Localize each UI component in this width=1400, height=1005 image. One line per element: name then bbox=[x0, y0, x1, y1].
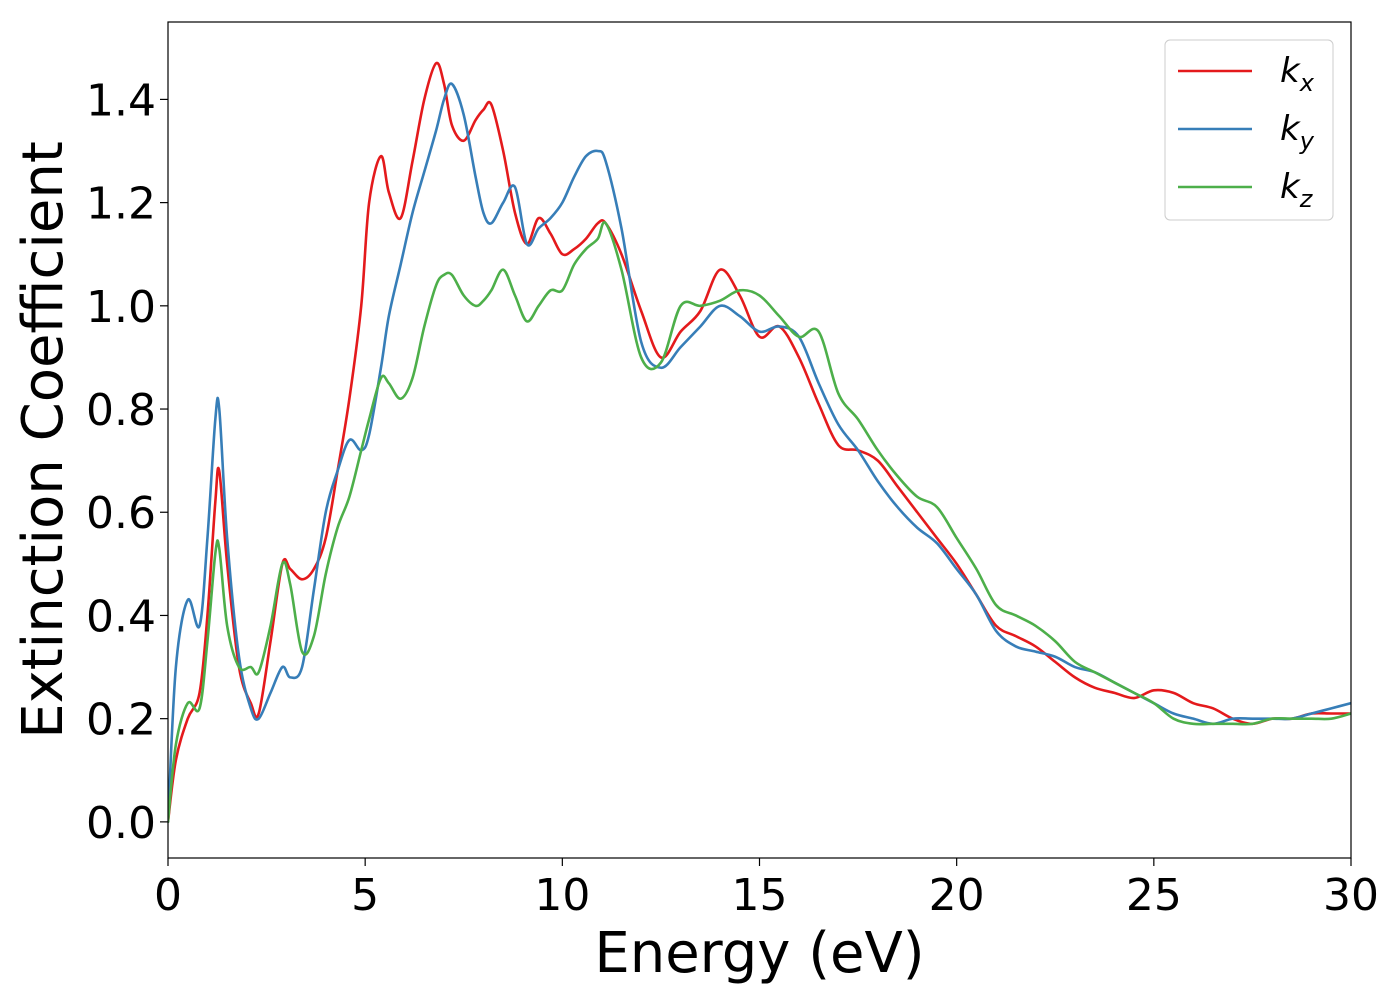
y-tick-label: 0.8 bbox=[86, 385, 156, 436]
x-tick-label: 0 bbox=[154, 870, 182, 921]
y-tick-label: 1.2 bbox=[86, 179, 156, 230]
x-tick-label: 15 bbox=[732, 870, 788, 921]
y-tick-label: 1.0 bbox=[86, 282, 156, 333]
x-axis-ticks: 0 5 10 15 20 25 30 bbox=[154, 858, 1379, 921]
series-line-kx bbox=[168, 61, 1351, 824]
y-axis-ticks: 0.0 0.2 0.4 0.6 0.8 1.0 1.2 1.4 bbox=[86, 75, 168, 849]
y-tick-label: 1.4 bbox=[86, 75, 156, 126]
x-tick-label: 10 bbox=[534, 870, 590, 921]
x-axis-label: Energy (eV) bbox=[594, 921, 924, 986]
y-tick-label: 0.4 bbox=[86, 591, 156, 642]
series-lines bbox=[168, 61, 1351, 824]
y-tick-label: 0.2 bbox=[86, 695, 156, 746]
y-tick-label: 0.6 bbox=[86, 488, 156, 539]
x-tick-label: 30 bbox=[1323, 870, 1379, 921]
series-line-kz bbox=[168, 220, 1351, 824]
x-tick-label: 25 bbox=[1126, 870, 1182, 921]
x-tick-label: 20 bbox=[929, 870, 985, 921]
series-line-ky bbox=[168, 82, 1351, 824]
y-axis-label: Extinction Coefficient bbox=[11, 141, 76, 739]
x-tick-label: 5 bbox=[351, 870, 379, 921]
y-tick-label: 0.0 bbox=[86, 798, 156, 849]
